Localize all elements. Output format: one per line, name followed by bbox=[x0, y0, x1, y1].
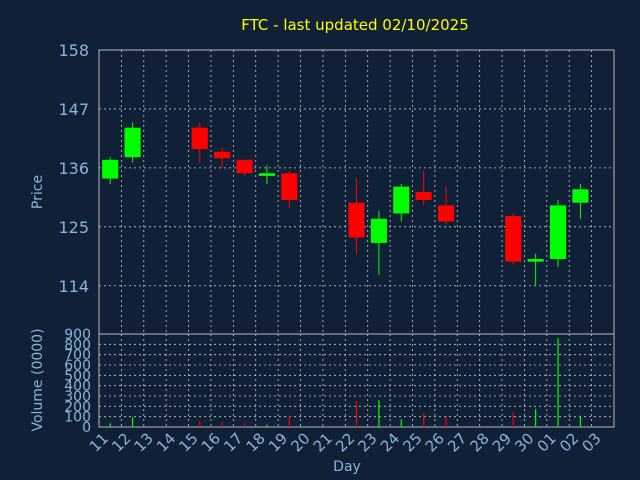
price-tick-label: 136 bbox=[58, 159, 89, 178]
candle-body bbox=[124, 127, 141, 158]
candle-body bbox=[549, 205, 567, 259]
volume-tick-label: 100 bbox=[64, 410, 91, 426]
candle-body bbox=[572, 189, 589, 203]
candle-body bbox=[505, 216, 522, 262]
volume-tick-label: 500 bbox=[64, 368, 91, 384]
x-axis-label: Day bbox=[333, 459, 361, 475]
candle-body bbox=[527, 258, 544, 262]
candle-body bbox=[393, 186, 410, 214]
candle-body bbox=[258, 173, 275, 176]
volume-axis-label: Volume (0000) bbox=[30, 328, 46, 431]
volume-tick-label: 200 bbox=[64, 399, 91, 415]
volume-tick-label: 400 bbox=[64, 379, 91, 395]
candle-body bbox=[415, 192, 432, 201]
candle-body bbox=[281, 173, 298, 201]
volume-tick-label: 800 bbox=[64, 337, 91, 353]
candle-body bbox=[191, 127, 208, 150]
candle-body bbox=[214, 151, 231, 159]
volume-tick-label: 600 bbox=[64, 358, 91, 374]
candle-body bbox=[438, 205, 455, 222]
price-axis-label: Price bbox=[30, 175, 46, 209]
candle-body bbox=[348, 202, 365, 238]
price-tick-label: 114 bbox=[58, 277, 89, 296]
candle-body bbox=[370, 218, 387, 243]
volume-tick-label: 0 bbox=[82, 420, 91, 436]
volume-tick-label: 300 bbox=[64, 389, 91, 405]
price-tick-label: 125 bbox=[58, 218, 89, 237]
volume-tick-label: 900 bbox=[64, 327, 91, 343]
price-panel: 114 125 136 147 158 bbox=[58, 41, 615, 335]
volume-tick-label: 700 bbox=[64, 348, 91, 364]
candle-body bbox=[102, 159, 119, 179]
chart-title: FTC - last updated 02/10/2025 bbox=[241, 16, 469, 34]
price-tick-label: 147 bbox=[58, 100, 89, 119]
candle-body bbox=[236, 159, 253, 174]
price-tick-label: 158 bbox=[58, 41, 89, 60]
